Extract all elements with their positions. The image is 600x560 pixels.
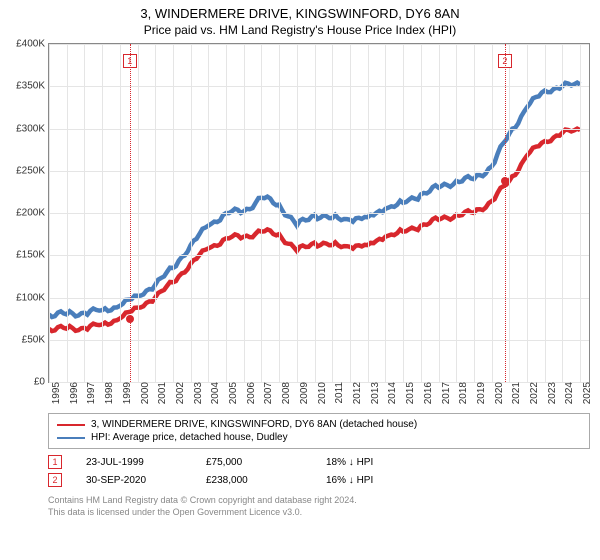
x-axis-label: 2013: [368, 382, 381, 404]
gridline-x: [315, 44, 316, 382]
gridline-x: [368, 44, 369, 382]
x-axis-label: 2012: [350, 382, 363, 404]
gridline-x: [191, 44, 192, 382]
x-axis-label: 2004: [208, 382, 221, 404]
y-axis-label: £250K: [16, 165, 49, 176]
gridline-x: [421, 44, 422, 382]
x-axis-label: 1998: [102, 382, 115, 404]
x-axis-label: 2006: [244, 382, 257, 404]
x-axis-label: 2008: [279, 382, 292, 404]
gridline-x: [208, 44, 209, 382]
y-axis-label: £200K: [16, 208, 49, 219]
x-axis-label: 2016: [421, 382, 434, 404]
gridline-x: [403, 44, 404, 382]
sale-row-marker: 2: [48, 473, 62, 487]
gridline-x: [545, 44, 546, 382]
gridline-x: [297, 44, 298, 382]
chart-subtitle: Price paid vs. HM Land Registry's House …: [0, 21, 600, 43]
gridline-x: [492, 44, 493, 382]
gridline-x: [562, 44, 563, 382]
y-axis-label: £350K: [16, 81, 49, 92]
x-axis-label: 2002: [173, 382, 186, 404]
legend-swatch: [57, 437, 85, 439]
x-axis-label: 2000: [138, 382, 151, 404]
x-axis-label: 1996: [67, 382, 80, 404]
gridline-x: [120, 44, 121, 382]
gridline-x: [527, 44, 528, 382]
sale-row-delta: 16% ↓ HPI: [326, 475, 446, 486]
x-axis-label: 2023: [545, 382, 558, 404]
sale-marker-line: [505, 44, 506, 382]
gridline-x: [385, 44, 386, 382]
gridline-x: [84, 44, 85, 382]
footnote-line: Contains HM Land Registry data © Crown c…: [48, 495, 590, 507]
x-axis-label: 2020: [492, 382, 505, 404]
chart-title: 3, WINDERMERE DRIVE, KINGSWINFORD, DY6 8…: [0, 0, 600, 21]
x-axis-label: 2021: [509, 382, 522, 404]
gridline-x: [155, 44, 156, 382]
legend-item: 3, WINDERMERE DRIVE, KINGSWINFORD, DY6 8…: [57, 418, 581, 431]
legend-swatch: [57, 424, 85, 426]
legend: 3, WINDERMERE DRIVE, KINGSWINFORD, DY6 8…: [48, 413, 590, 449]
gridline-x: [226, 44, 227, 382]
x-axis-label: 2024: [562, 382, 575, 404]
gridline-x: [439, 44, 440, 382]
sale-row-marker: 1: [48, 455, 62, 469]
y-axis-label: £400K: [16, 39, 49, 50]
gridline-x: [261, 44, 262, 382]
sale-row: 2 30-SEP-2020£238,00016% ↓ HPI: [48, 471, 590, 489]
gridline-x: [138, 44, 139, 382]
footnote-line: This data is licensed under the Open Gov…: [48, 507, 590, 519]
gridline-x: [279, 44, 280, 382]
x-axis-label: 2010: [315, 382, 328, 404]
plot-area: £0£50K£100K£150K£200K£250K£300K£350K£400…: [48, 43, 590, 383]
y-axis-label: £100K: [16, 292, 49, 303]
sale-row-delta: 18% ↓ HPI: [326, 457, 446, 468]
footnote: Contains HM Land Registry data © Crown c…: [48, 495, 590, 518]
x-axis-label: 1999: [120, 382, 133, 404]
x-axis-label: 2025: [580, 382, 593, 404]
y-axis-label: £50K: [22, 334, 49, 345]
gridline-x: [474, 44, 475, 382]
gridline-x: [49, 44, 50, 382]
chart-area: £0£50K£100K£150K£200K£250K£300K£350K£400…: [48, 43, 590, 403]
x-axis-label: 1995: [49, 382, 62, 404]
gridline-x: [102, 44, 103, 382]
y-axis-label: £150K: [16, 250, 49, 261]
gridline-x: [456, 44, 457, 382]
x-axis-label: 2005: [226, 382, 239, 404]
x-axis-label: 2017: [439, 382, 452, 404]
gridline-x: [244, 44, 245, 382]
x-axis-label: 2009: [297, 382, 310, 404]
x-axis-label: 2014: [385, 382, 398, 404]
y-axis-label: £0: [34, 377, 49, 388]
sale-marker-line: [130, 44, 131, 382]
x-axis-label: 2019: [474, 382, 487, 404]
x-axis-label: 2003: [191, 382, 204, 404]
x-axis-label: 2022: [527, 382, 540, 404]
legend-label: HPI: Average price, detached house, Dudl…: [91, 432, 288, 443]
gridline-x: [509, 44, 510, 382]
x-axis-label: 2007: [261, 382, 274, 404]
sale-row-date: 30-SEP-2020: [86, 475, 206, 486]
legend-label: 3, WINDERMERE DRIVE, KINGSWINFORD, DY6 8…: [91, 419, 417, 430]
sale-row-date: 23-JUL-1999: [86, 457, 206, 468]
sales-table: 1 23-JUL-1999£75,00018% ↓ HPI 2 30-SEP-2020…: [48, 453, 590, 489]
x-axis-label: 2018: [456, 382, 469, 404]
gridline-x: [67, 44, 68, 382]
sale-row-price: £75,000: [206, 457, 326, 468]
x-axis-label: 2015: [403, 382, 416, 404]
gridline-x: [332, 44, 333, 382]
x-axis-label: 1997: [84, 382, 97, 404]
x-axis-label: 2001: [155, 382, 168, 404]
sale-row: 1 23-JUL-1999£75,00018% ↓ HPI: [48, 453, 590, 471]
gridline-x: [350, 44, 351, 382]
legend-item: HPI: Average price, detached house, Dudl…: [57, 431, 581, 444]
gridline-x: [173, 44, 174, 382]
gridline-x: [580, 44, 581, 382]
y-axis-label: £300K: [16, 123, 49, 134]
sale-row-price: £238,000: [206, 475, 326, 486]
x-axis-label: 2011: [332, 382, 345, 404]
